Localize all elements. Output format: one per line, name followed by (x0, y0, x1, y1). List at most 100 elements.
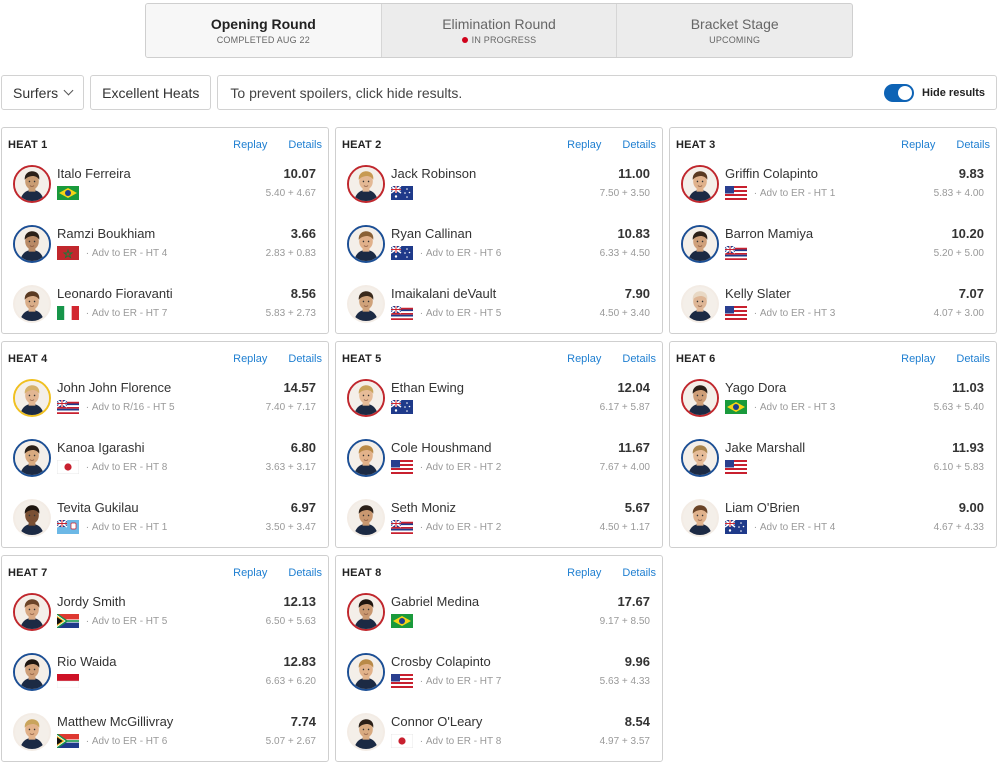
heat-title: HEAT 5 (342, 353, 382, 365)
hi-flag-icon (391, 306, 413, 320)
athlete-row[interactable]: Yago Dora · Adv to ER - HT 3 11.03 5.63 + … (670, 376, 996, 436)
heat-score: 12.83 (283, 654, 316, 669)
advance-status: · Adv to R/16 - HT 5 (83, 401, 175, 413)
details-link[interactable]: Details (288, 353, 322, 365)
athlete-row[interactable]: Leonardo Fioravanti · Adv to ER - HT 7 8.… (2, 282, 328, 342)
details-link[interactable]: Details (288, 567, 322, 579)
replay-link[interactable]: Replay (901, 139, 936, 151)
jp-flag-icon (391, 734, 413, 748)
athlete-meta (725, 460, 751, 474)
athlete-meta (391, 614, 417, 628)
athlete-row[interactable]: Seth Moniz · Adv to ER - HT 2 5.67 4.50 + … (336, 496, 662, 556)
tab-bracket-stage[interactable]: Bracket Stage UPCOMING (617, 4, 852, 57)
details-link[interactable]: Details (288, 139, 322, 151)
replay-link[interactable]: Replay (233, 139, 268, 151)
avatar (347, 439, 385, 477)
br-flag-icon (57, 186, 79, 200)
athlete-row[interactable]: Ethan Ewing 12.04 6.17 + 5.87 (336, 376, 662, 436)
heat-header: HEAT 3 Replay Details (670, 128, 996, 162)
athlete-name: Tevita Gukilau (57, 500, 139, 515)
heat-score: 12.04 (617, 380, 650, 395)
au-flag-icon (725, 520, 747, 534)
athlete-name: Jordy Smith (57, 594, 126, 609)
athlete-row[interactable]: Crosby Colapinto · Adv to ER - HT 7 9.96 5… (336, 650, 662, 710)
spoiler-text: To prevent spoilers, click hide results. (230, 84, 463, 101)
details-link[interactable]: Details (956, 353, 990, 365)
avatar (13, 593, 51, 631)
athlete-row[interactable]: Connor O'Leary · Adv to ER - HT 8 8.54 4.9… (336, 710, 662, 762)
tab-opening-round[interactable]: Opening Round COMPLETED AUG 22 (146, 4, 382, 57)
athlete-row[interactable]: Imaikalani deVault · Adv to ER - HT 5 7.9… (336, 282, 662, 342)
athlete-row[interactable]: John John Florence · Adv to R/16 - HT 5 1… (2, 376, 328, 436)
athlete-meta: · Adv to ER - HT 8 (391, 734, 501, 748)
replay-link[interactable]: Replay (901, 353, 936, 365)
advance-status: · Adv to ER - HT 2 (417, 521, 502, 533)
athlete-row[interactable]: Jake Marshall 11.93 6.10 + 5.83 (670, 436, 996, 496)
br-flag-icon (725, 400, 747, 414)
athlete-name: Kelly Slater (725, 286, 791, 301)
athlete-name: Leonardo Fioravanti (57, 286, 173, 301)
advance-status: · Adv to ER - HT 5 (417, 307, 502, 319)
athlete-row[interactable]: Ramzi Boukhiam · Adv to ER - HT 4 3.66 2.8… (2, 222, 328, 282)
athlete-row[interactable]: Barron Mamiya 10.20 5.20 + 5.00 (670, 222, 996, 282)
athlete-row[interactable]: Jack Robinson 11.00 7.50 + 3.50 (336, 162, 662, 222)
heat-card: HEAT 2 Replay Details Jack Robinson 11.00 7.5… (335, 127, 663, 334)
toggle-switch[interactable] (884, 83, 915, 102)
athlete-meta: · Adv to ER - HT 7 (57, 306, 167, 320)
replay-link[interactable]: Replay (567, 139, 602, 151)
us-flag-icon (725, 186, 747, 200)
wave-scores: 9.17 + 8.50 (599, 616, 650, 627)
heat-header: HEAT 6 Replay Details (670, 342, 996, 376)
surfers-dropdown[interactable]: Surfers (1, 75, 85, 110)
heat-score: 8.56 (290, 286, 316, 301)
heat-title: HEAT 8 (342, 567, 382, 579)
athlete-row[interactable]: Italo Ferreira 10.07 5.40 + 4.67 (2, 162, 328, 222)
details-link[interactable]: Details (622, 139, 656, 151)
details-link[interactable]: Details (622, 353, 656, 365)
details-link[interactable]: Details (956, 139, 990, 151)
athlete-row[interactable]: Gabriel Medina 17.67 9.17 + 8.50 (336, 590, 662, 650)
heat-card: HEAT 5 Replay Details Ethan Ewing 12.04 6.17 … (335, 341, 663, 548)
wave-scores: 4.07 + 3.00 (933, 308, 984, 319)
excellent-heats-button[interactable]: Excellent Heats (90, 75, 212, 110)
athlete-row[interactable]: Rio Waida 12.83 6.63 + 6.20 (2, 650, 328, 710)
round-status: UPCOMING (709, 35, 761, 45)
avatar (681, 225, 719, 263)
details-link[interactable]: Details (622, 567, 656, 579)
advance-status: · Adv to ER - HT 3 (751, 401, 836, 413)
replay-link[interactable]: Replay (567, 353, 602, 365)
heat-title: HEAT 2 (342, 139, 382, 151)
hi-flag-icon (391, 520, 413, 534)
tab-elimination-round[interactable]: Elimination Round IN PROGRESS (382, 4, 618, 57)
heat-card: HEAT 3 Replay Details Griffin Colapinto · A… (669, 127, 997, 334)
athlete-row[interactable]: Jordy Smith · Adv to ER - HT 5 12.13 6.50 … (2, 590, 328, 650)
replay-link[interactable]: Replay (233, 353, 268, 365)
wave-scores: 3.50 + 3.47 (265, 522, 316, 533)
athlete-meta: · Adv to ER - HT 1 (725, 186, 835, 200)
hide-results-toggle[interactable]: Hide results (884, 83, 985, 102)
us-flag-icon (391, 674, 413, 688)
replay-link[interactable]: Replay (233, 567, 268, 579)
athlete-row[interactable]: Griffin Colapinto · Adv to ER - HT 1 9.83… (670, 162, 996, 222)
heat-score: 11.93 (952, 440, 984, 455)
athlete-name: Jake Marshall (725, 440, 806, 455)
wave-scores: 6.33 + 4.50 (599, 248, 650, 259)
advance-status: · Adv to ER - HT 1 (83, 521, 168, 533)
athlete-name: Yago Dora (725, 380, 787, 395)
athlete-row[interactable]: Liam O'Brien · Adv to ER - HT 4 9.00 4.67 … (670, 496, 996, 556)
replay-link[interactable]: Replay (567, 567, 602, 579)
athlete-row[interactable]: Tevita Gukilau · Adv to ER - HT 1 6.97 3.5… (2, 496, 328, 556)
heat-score: 6.97 (290, 500, 316, 515)
heat-title: HEAT 6 (676, 353, 716, 365)
it-flag-icon (57, 306, 79, 320)
athlete-meta: · Adv to ER - HT 6 (391, 246, 501, 260)
athlete-row[interactable]: Kanoa Igarashi · Adv to ER - HT 8 6.80 3.6… (2, 436, 328, 496)
wave-scores: 2.83 + 0.83 (265, 248, 316, 259)
athlete-row[interactable]: Cole Houshmand · Adv to ER - HT 2 11.67 7.… (336, 436, 662, 496)
chevron-down-icon (63, 85, 74, 96)
athlete-row[interactable]: Ryan Callinan · Adv to ER - HT 6 10.83 6.3… (336, 222, 662, 282)
athlete-row[interactable]: Matthew McGillivray · Adv to ER - HT 6 7.… (2, 710, 328, 762)
athlete-row[interactable]: Kelly Slater · Adv to ER - HT 3 7.07 4.07 … (670, 282, 996, 342)
wave-scores: 4.97 + 3.57 (599, 736, 650, 747)
us-flag-icon (725, 460, 747, 474)
